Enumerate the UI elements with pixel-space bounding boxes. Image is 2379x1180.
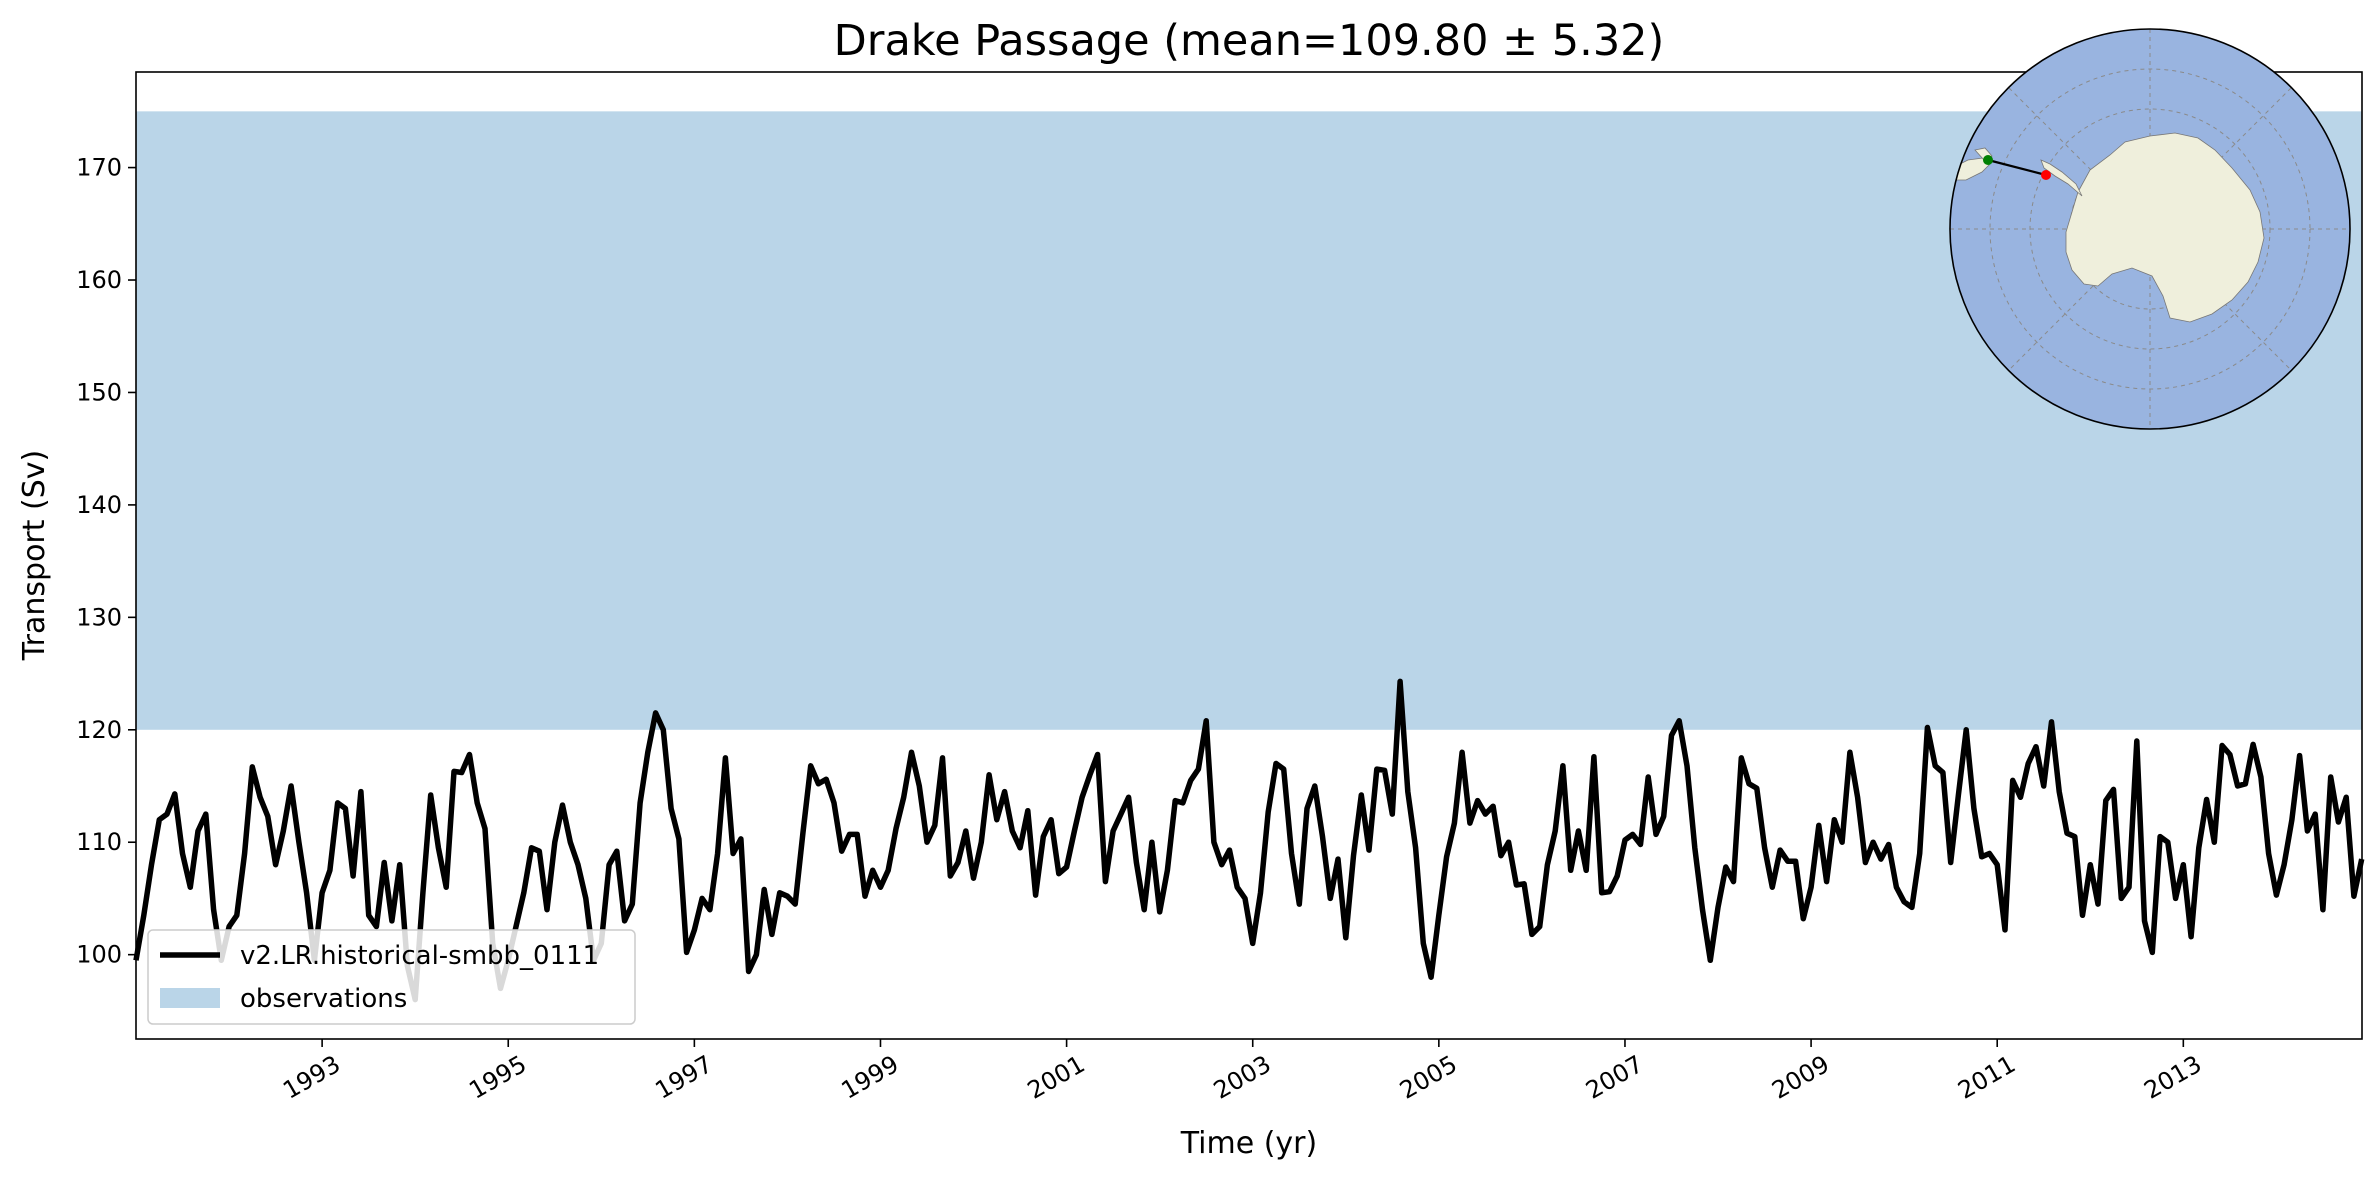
- map-section-end-marker: [2041, 170, 2051, 180]
- x-axis-label: Time (yr): [1180, 1126, 1317, 1161]
- y-tick-label: 130: [76, 603, 122, 631]
- map-outline: [1949, 28, 2351, 430]
- y-tick-label: 160: [76, 266, 122, 294]
- y-axis-ticks: 100 110 120 130 140 150 160 170: [76, 154, 136, 969]
- legend-label-observations: observations: [240, 984, 407, 1014]
- map-antarctica-landmass: [2065, 132, 2265, 323]
- y-tick-label: 110: [76, 828, 122, 856]
- y-tick-label: 150: [76, 378, 122, 406]
- y-axis-label: Transport (Sv): [17, 450, 52, 662]
- y-tick-label: 170: [76, 154, 122, 182]
- legend-box: [147, 929, 636, 1025]
- map-antarctic-peninsula: [2040, 159, 2083, 197]
- legend: v2.LR.historical-smbb_0111 observations: [147, 929, 636, 1025]
- chart-title: Drake Passage (mean=109.80 ± 5.32): [834, 16, 1665, 66]
- legend-label-series: v2.LR.historical-smbb_0111: [240, 941, 599, 971]
- map-section-line: [1987, 158, 2047, 177]
- inset-map: [1949, 28, 2351, 430]
- legend-observations-swatch: [160, 988, 220, 1008]
- y-tick-label: 120: [76, 716, 122, 744]
- map-section-start-marker: [1983, 155, 1993, 165]
- axes-frame: [135, 71, 2363, 1040]
- y-tick-label: 140: [76, 491, 122, 519]
- y-tick-label: 100: [76, 941, 122, 969]
